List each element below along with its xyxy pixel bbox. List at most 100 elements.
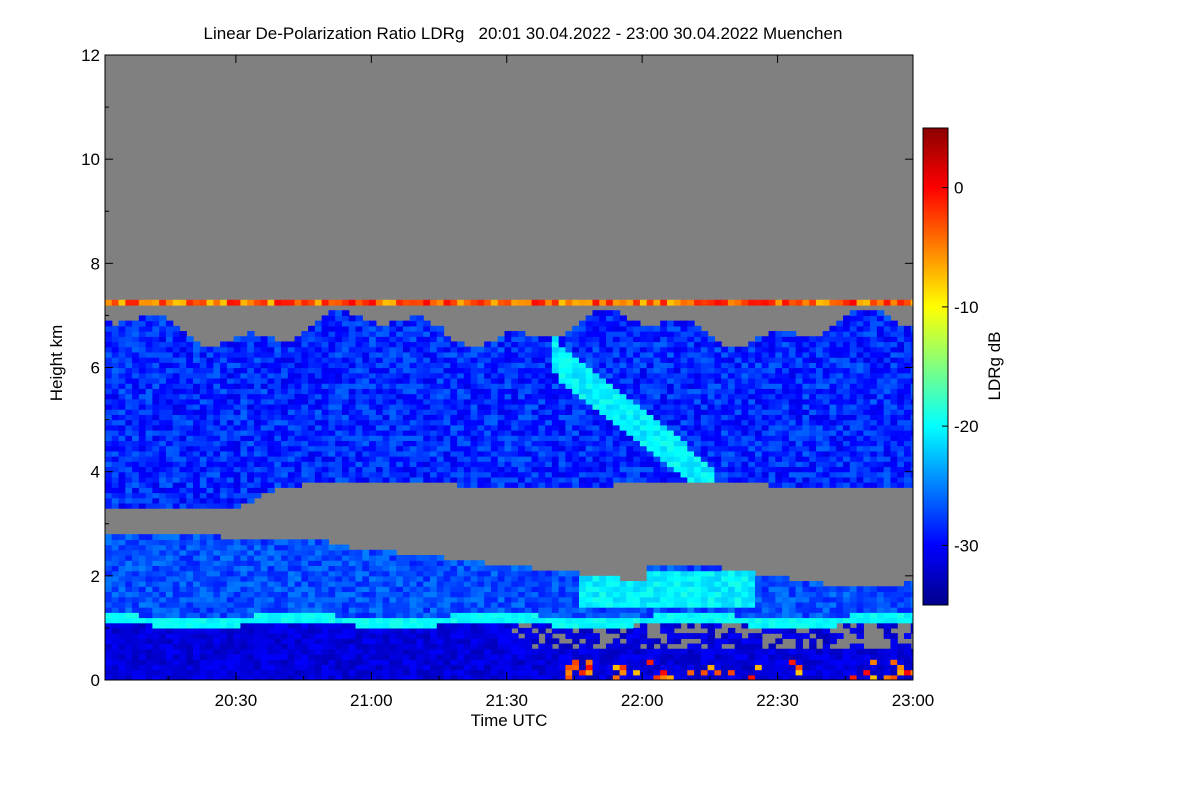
heatmap-cell (314, 357, 323, 363)
heatmap-cell (477, 414, 485, 421)
heatmap-cell (585, 403, 594, 410)
heatmap-cell (220, 435, 228, 442)
heatmap-cell (531, 362, 539, 369)
heatmap-cell (416, 570, 424, 577)
heatmap-cell (382, 357, 390, 363)
heatmap-cell (653, 336, 661, 343)
heatmap-cell (463, 653, 472, 660)
heatmap-cell (233, 471, 242, 478)
heatmap-cell (457, 674, 465, 680)
heatmap-cell (497, 669, 506, 676)
heatmap-cell (660, 403, 668, 410)
heatmap-cell (436, 409, 445, 415)
heatmap-cell (578, 575, 587, 582)
heatmap-cell (565, 388, 573, 395)
heatmap-cell (484, 476, 492, 483)
heatmap-cell (673, 653, 682, 660)
heatmap-cell (430, 586, 438, 593)
heatmap-cell (152, 440, 160, 447)
heatmap-cell (233, 440, 242, 447)
heatmap-cell (707, 622, 715, 629)
heatmap-cell (558, 581, 567, 587)
heatmap-cell (572, 669, 580, 676)
heatmap-cell (619, 664, 627, 671)
heatmap-cell (165, 601, 174, 608)
heatmap-cell (653, 664, 661, 671)
heatmap-cell (369, 398, 377, 405)
heatmap-cell (308, 575, 316, 582)
heatmap-cell (511, 367, 519, 374)
heatmap-cell (484, 575, 492, 582)
heatmap-cell (253, 383, 262, 389)
heatmap-cell (443, 622, 451, 629)
heatmap-cell (152, 643, 160, 650)
heatmap-cell (362, 664, 370, 671)
heatmap-cell (165, 403, 174, 410)
heatmap-cell (646, 383, 655, 389)
heatmap-cell (666, 565, 675, 572)
heatmap-cell (599, 648, 607, 655)
heatmap-cell (152, 497, 160, 504)
heatmap-cell (145, 664, 153, 671)
heatmap-cell (213, 586, 221, 593)
heatmap-cell (145, 388, 153, 395)
heatmap-cell (382, 362, 390, 369)
heatmap-cell (599, 424, 607, 431)
heatmap-cell (687, 367, 695, 374)
heatmap-cell (436, 653, 445, 660)
heatmap-cell (639, 398, 648, 405)
heatmap-cell (233, 497, 242, 504)
heatmap-cell (572, 622, 580, 629)
heatmap-cell (206, 591, 214, 598)
heatmap-cell (220, 659, 228, 665)
heatmap-cell (565, 419, 573, 426)
heatmap-cell (572, 435, 580, 442)
heatmap-cell (389, 633, 397, 639)
heatmap-cell (578, 674, 587, 680)
heatmap-cell (328, 627, 336, 634)
heatmap-cell (281, 607, 289, 613)
heatmap-cell (152, 414, 160, 421)
heatmap-cell (281, 575, 289, 582)
heatmap-cell (619, 456, 627, 462)
heatmap-cell (436, 612, 445, 619)
heatmap-cell (341, 627, 350, 634)
heatmap-cell (396, 440, 404, 447)
heatmap-cell (233, 456, 242, 462)
heatmap-cell (639, 414, 648, 421)
heatmap-cell (423, 664, 431, 671)
heatmap-cell (206, 622, 214, 629)
heatmap-cell (240, 555, 248, 561)
heatmap-cell (193, 346, 201, 353)
heatmap-cell (578, 435, 587, 442)
heatmap-cell (159, 362, 167, 369)
heatmap-cell (193, 476, 201, 483)
heatmap-cell (497, 383, 506, 389)
heatmap-cell (220, 622, 228, 629)
heatmap-cell (369, 435, 377, 442)
heatmap-cell (152, 461, 160, 468)
heatmap-cell (484, 362, 492, 369)
heatmap-cell (226, 565, 235, 572)
heatmap-cell (159, 341, 167, 348)
heatmap-cell (348, 659, 357, 665)
heatmap-cell (138, 497, 147, 504)
heatmap-cell (423, 299, 431, 306)
heatmap-cell (450, 607, 458, 613)
heatmap-cell (565, 430, 573, 436)
heatmap-cell (599, 331, 607, 337)
heatmap-cell (308, 424, 316, 431)
heatmap-cell (220, 539, 228, 546)
heatmap-cell (247, 414, 255, 421)
heatmap-cell (287, 544, 296, 551)
heatmap-cell (179, 497, 187, 504)
heatmap-cell (362, 357, 370, 363)
heatmap-cell (321, 560, 330, 567)
heatmap-cell (111, 461, 120, 468)
heatmap-cell (497, 476, 506, 483)
heatmap-cell (531, 471, 539, 478)
heatmap-cell (463, 633, 472, 639)
heatmap-cell (612, 607, 621, 613)
heatmap-cell (497, 440, 506, 447)
heatmap-cell (592, 450, 600, 457)
